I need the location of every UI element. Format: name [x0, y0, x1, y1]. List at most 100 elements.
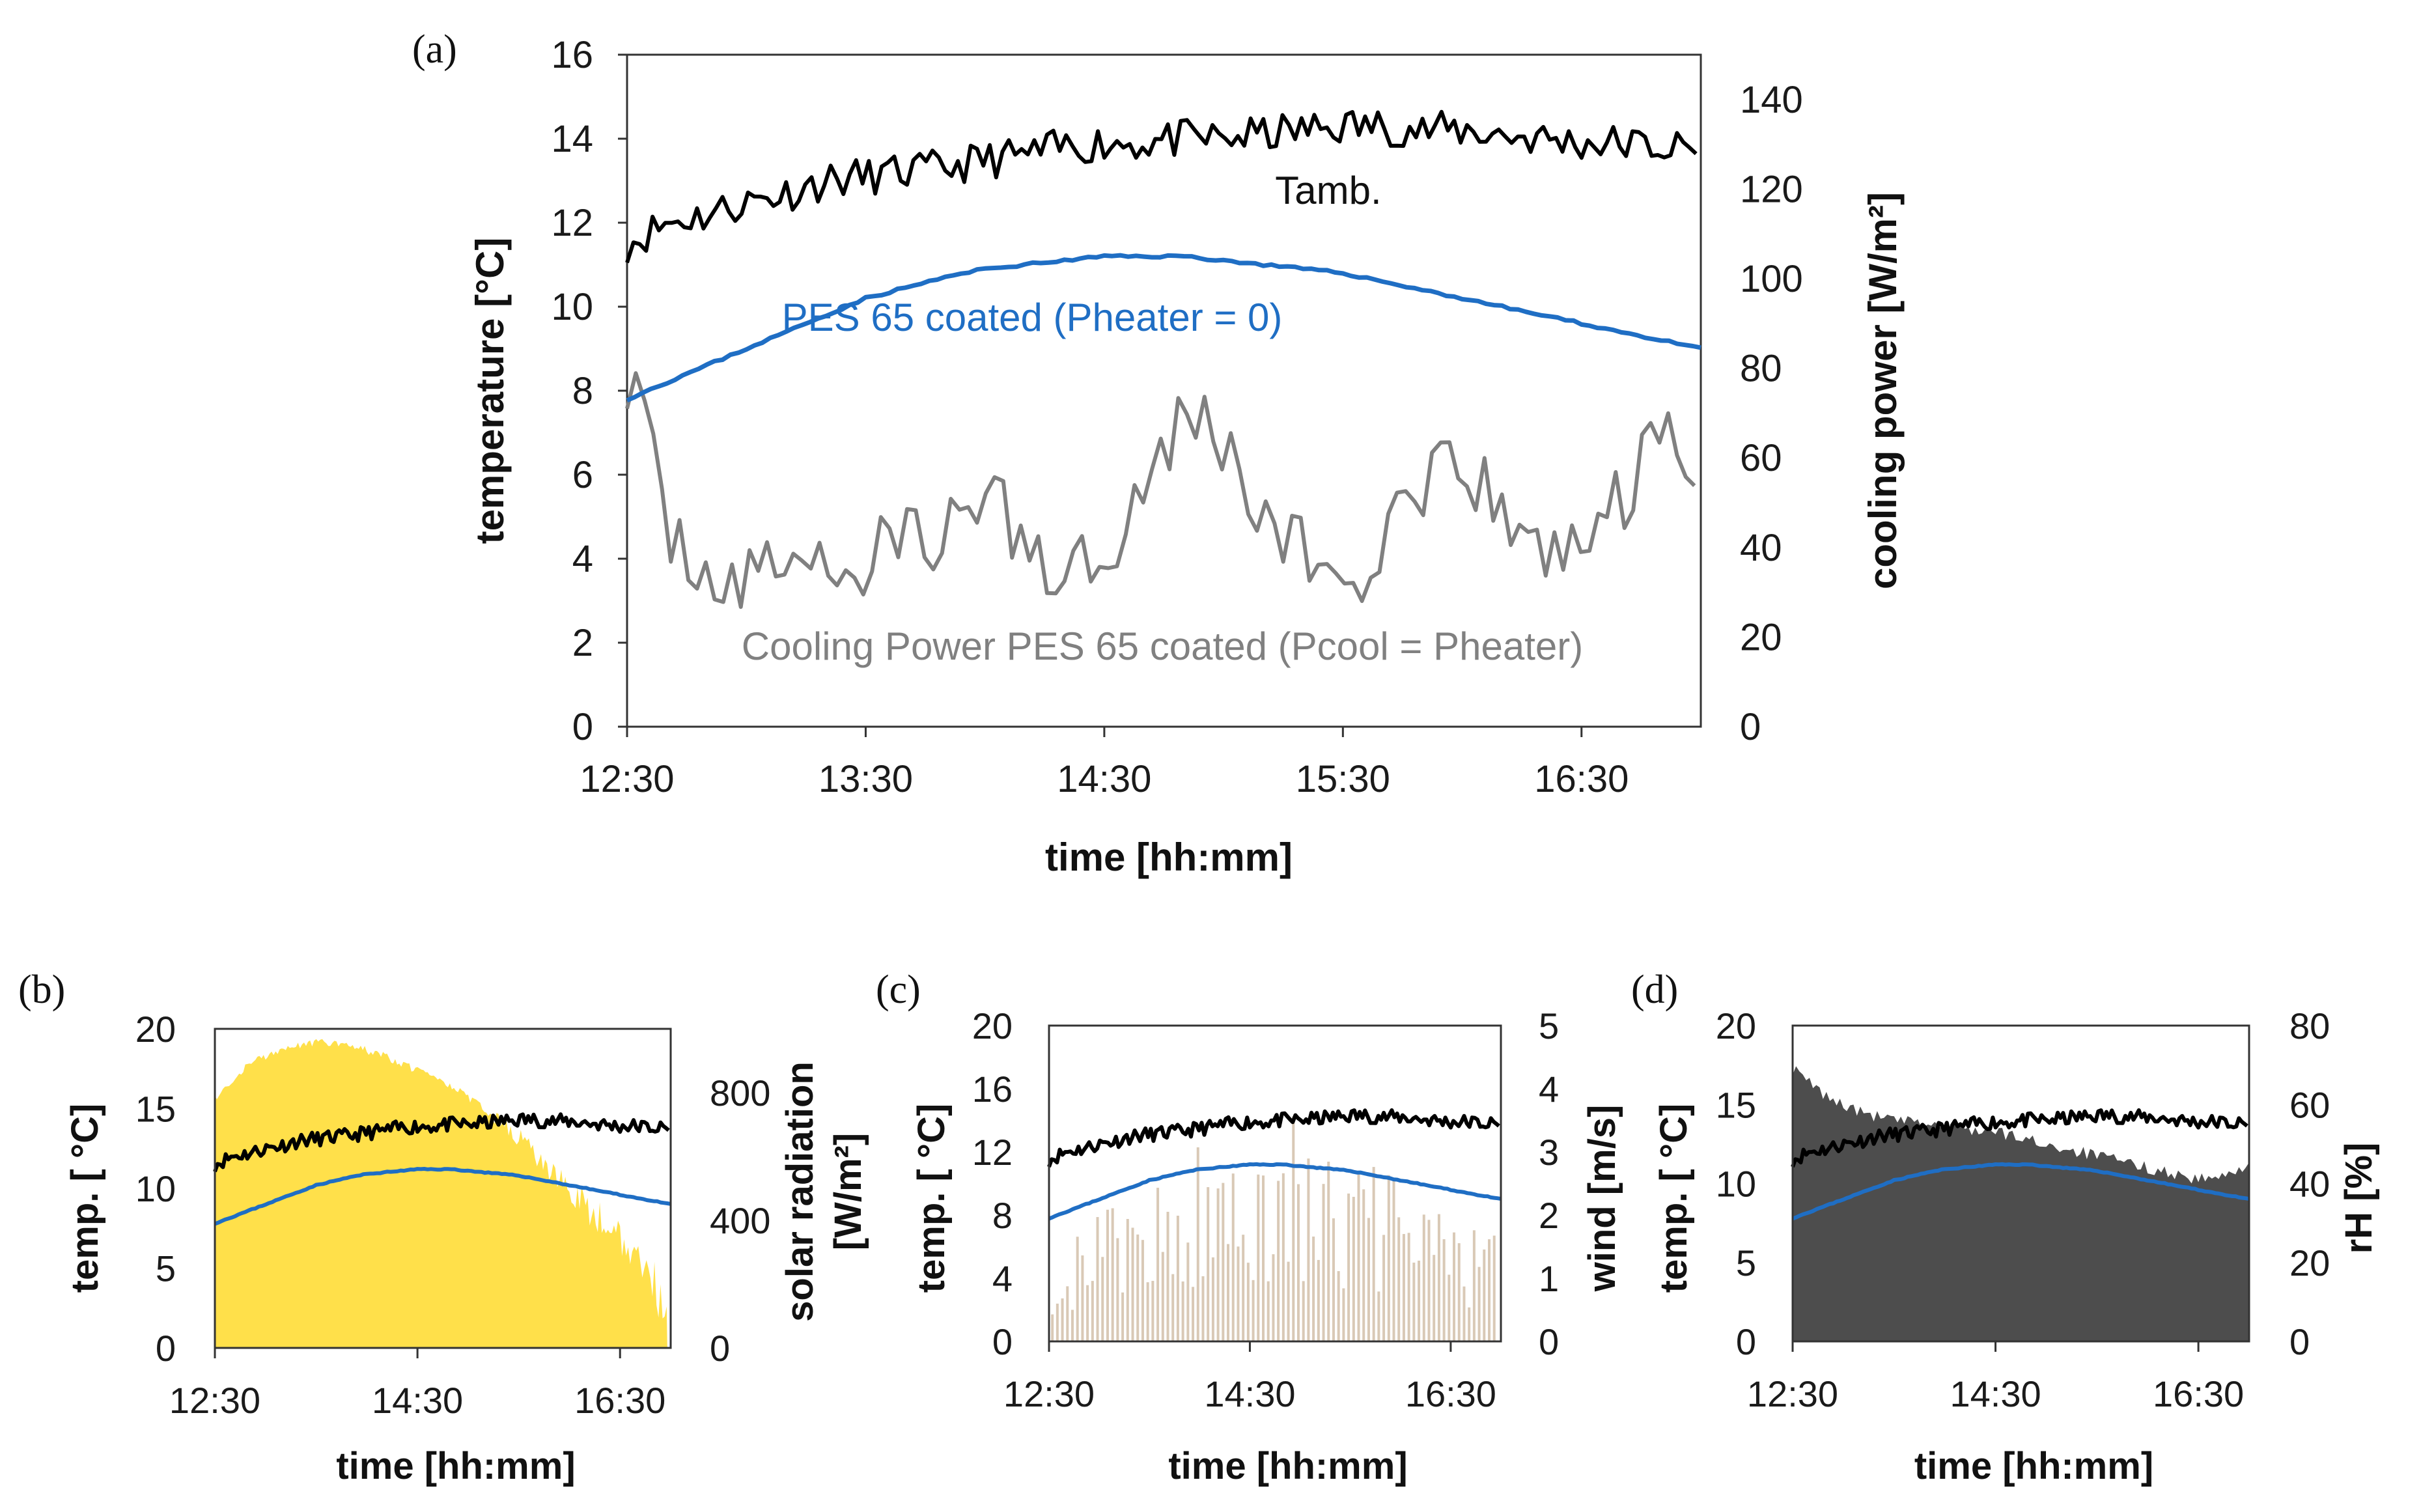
- wind-bar: [1126, 1218, 1129, 1341]
- wind-bar: [1262, 1175, 1265, 1341]
- wind-bar: [1196, 1147, 1199, 1341]
- y2-axis-label: rH [%]: [2338, 1143, 2380, 1254]
- x-axis-label: time [hh:mm]: [1168, 1445, 1407, 1487]
- wind-bar: [1317, 1259, 1320, 1341]
- series-line-pes65: [1048, 1162, 1502, 1221]
- y-tick-label: 5: [156, 1248, 176, 1289]
- wind-bar: [1101, 1257, 1104, 1341]
- y2-tick-label: 120: [1740, 168, 1803, 210]
- y2-tick-label: 140: [1740, 79, 1803, 121]
- wind-bar: [1488, 1239, 1491, 1341]
- wind-bar: [1242, 1235, 1245, 1341]
- x-axis-label: time [hh:mm]: [336, 1445, 575, 1487]
- wind-bar: [1296, 1184, 1300, 1341]
- y-tick-label: 10: [551, 286, 593, 328]
- wind-bar: [1472, 1230, 1476, 1341]
- wind-bar: [1437, 1214, 1440, 1341]
- y2-tick-label: 40: [2289, 1164, 2330, 1205]
- y2-tick-label: 800: [710, 1072, 770, 1113]
- x-tick-label: 13:30: [819, 758, 913, 800]
- x-axis-label: time [hh:mm]: [1914, 1445, 2153, 1487]
- wind-bar: [1252, 1280, 1255, 1341]
- wind-bar: [1483, 1249, 1486, 1341]
- annotation-cooling-power: Cooling Power PES 65 coated (Pcool = Phe…: [742, 624, 1583, 668]
- area-solar-radiation: [215, 1039, 667, 1348]
- y-tick-label: 10: [1716, 1164, 1756, 1205]
- wind-bar: [1453, 1232, 1456, 1341]
- y2-tick-label: 80: [1740, 348, 1782, 390]
- wind-bar: [1442, 1239, 1446, 1341]
- wind-bar: [1156, 1188, 1160, 1341]
- wind-bar: [1066, 1286, 1069, 1341]
- wind-bar: [1071, 1309, 1074, 1341]
- wind-bar: [1081, 1255, 1084, 1341]
- wind-bar: [1141, 1240, 1144, 1341]
- wind-bar: [1448, 1274, 1451, 1341]
- wind-bar: [1312, 1237, 1315, 1341]
- wind-bar: [1392, 1179, 1395, 1341]
- wind-bar: [1433, 1255, 1436, 1341]
- y-tick-label: 4: [572, 538, 593, 580]
- wind-bar: [1462, 1286, 1466, 1341]
- wind-bar: [1287, 1261, 1290, 1341]
- chart-panel-3: (d) rH [%] 0 5 10 15 20 0 20 40 60 80 12:30 14:30 16:3…: [1631, 968, 2380, 1487]
- y-tick-label: 8: [572, 370, 593, 412]
- y2-tick-label: 60: [1740, 437, 1782, 479]
- y-tick-label: 16: [551, 34, 593, 76]
- wind-bar: [1222, 1183, 1225, 1341]
- x-tick-label: 15:30: [1296, 758, 1390, 800]
- x-tick-label: 16:30: [1405, 1373, 1496, 1414]
- y-tick-label: 12: [551, 202, 593, 244]
- x-tick-label: 12:30: [1747, 1373, 1838, 1414]
- y2-tick-label: 0: [2289, 1321, 2310, 1362]
- annotation-tamb: Tamb.: [1275, 169, 1381, 212]
- y-tick-label: 12: [972, 1132, 1013, 1173]
- x-tick-label: 12:30: [580, 758, 674, 800]
- y2-tick-label: 0: [710, 1328, 730, 1369]
- wind-bar: [1121, 1292, 1125, 1341]
- wind-bar: [1231, 1173, 1235, 1341]
- x-tick-label: 14:30: [372, 1380, 463, 1421]
- wind-bar: [1382, 1235, 1386, 1341]
- y2-axis-label: cooling power [W/m²]: [1861, 192, 1905, 589]
- wind-bar: [1422, 1214, 1425, 1341]
- wind-bar: [1192, 1287, 1195, 1341]
- wind-bar: [1468, 1307, 1471, 1341]
- wind-bar: [1246, 1263, 1250, 1341]
- wind-bar: [1227, 1244, 1230, 1341]
- panel-label: (a): [412, 27, 457, 72]
- wind-bar: [1367, 1218, 1370, 1341]
- series-line-pes65: [214, 1167, 671, 1226]
- wind-bar: [1266, 1281, 1270, 1341]
- wind-bar: [1477, 1267, 1481, 1341]
- series-line-cooling-power: [625, 371, 1696, 609]
- area-relative-humidity: [1793, 1066, 2249, 1341]
- wind-bar: [1281, 1173, 1285, 1341]
- plot-frame: [1791, 1024, 2250, 1343]
- wind-bar: [1171, 1274, 1175, 1341]
- y-tick-label: 0: [1736, 1321, 1756, 1362]
- wind-bar: [1096, 1217, 1099, 1341]
- wind-bar: [1257, 1174, 1260, 1341]
- y2-axis-label: wind [m/s]: [1581, 1105, 1623, 1293]
- wind-bar: [1307, 1158, 1310, 1341]
- y2-tick-label: 60: [2289, 1084, 2330, 1125]
- panel-label: (d): [1631, 968, 1678, 1012]
- series-line-pes65: [626, 253, 1701, 403]
- y-tick-label: 16: [972, 1069, 1013, 1110]
- wind-bar: [1322, 1184, 1325, 1341]
- y2-tick-label: 0: [1539, 1321, 1559, 1362]
- panel-label: (c): [876, 968, 921, 1012]
- wind-bar: [1292, 1116, 1295, 1341]
- wind-bar: [1211, 1257, 1214, 1341]
- y-tick-label: 8: [992, 1195, 1013, 1236]
- wind-bar: [1492, 1235, 1496, 1341]
- wind-bar: [1377, 1291, 1380, 1341]
- wind-bar: [1347, 1193, 1350, 1341]
- y2-tick-label: 5: [1539, 1005, 1559, 1046]
- wind-bar: [1146, 1282, 1149, 1341]
- y-tick-label: 20: [135, 1009, 176, 1050]
- y-tick-label: 20: [972, 1005, 1013, 1046]
